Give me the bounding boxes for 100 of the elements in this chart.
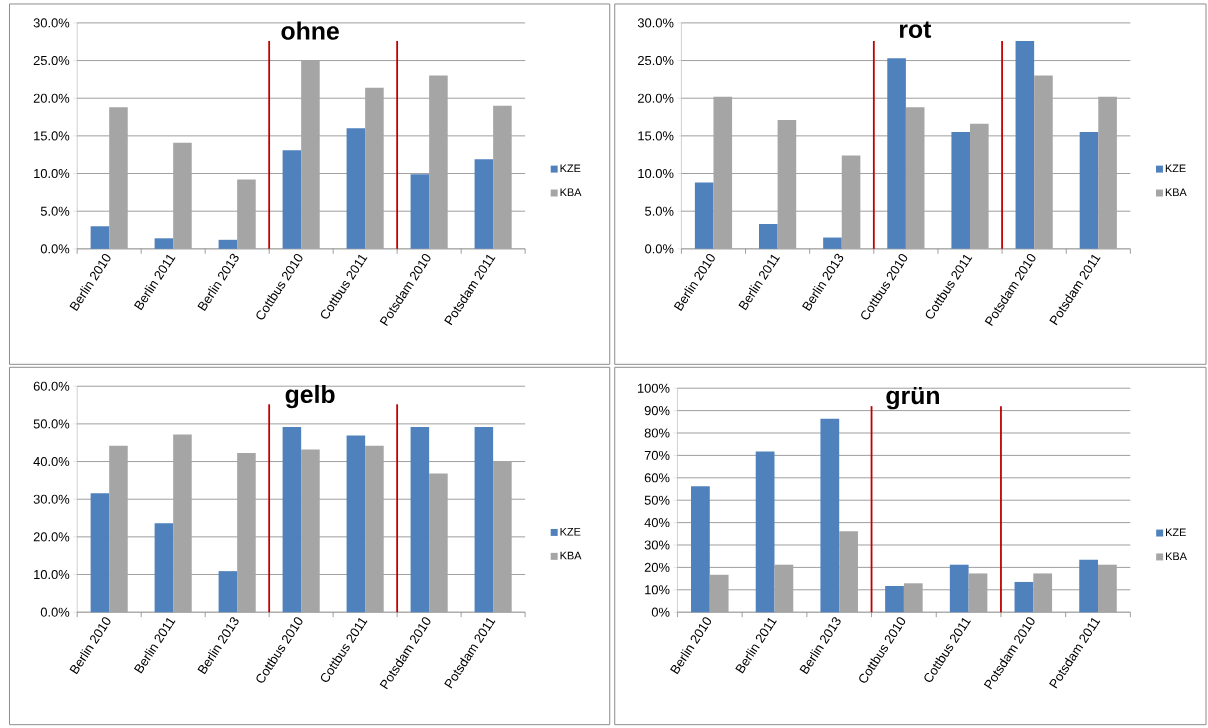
bar xyxy=(839,531,858,613)
bar xyxy=(365,87,384,250)
y-tick-label: 40.0% xyxy=(33,457,70,467)
y-tick-label: 30.0% xyxy=(637,18,674,28)
y-tick-label: 5.0% xyxy=(40,206,70,216)
bar xyxy=(1015,41,1035,250)
bar xyxy=(691,486,710,613)
bar xyxy=(493,105,512,250)
bar xyxy=(774,564,794,613)
y-tick-label: 50.0% xyxy=(33,419,70,429)
y-tick-label: 30.0% xyxy=(33,18,70,28)
legend-label: KBA xyxy=(1166,552,1187,561)
bar xyxy=(218,239,238,250)
legend-label: KZE xyxy=(1166,528,1186,537)
y-tick-label: 10.0% xyxy=(638,169,674,179)
bar xyxy=(823,237,842,250)
y-tick-label: 60% xyxy=(644,473,670,483)
y-tick-label: 40% xyxy=(644,518,670,528)
bar xyxy=(1079,132,1099,250)
y-tick-label: 0.0% xyxy=(40,607,70,617)
legend-label: KBA xyxy=(560,552,582,560)
bar xyxy=(1033,573,1053,613)
bar xyxy=(410,427,430,613)
bar xyxy=(90,493,110,613)
bar xyxy=(474,427,494,613)
bar xyxy=(1034,75,1053,250)
bar xyxy=(173,434,192,613)
chart-title: gelb xyxy=(285,385,335,409)
y-tick-label: 100% xyxy=(637,383,670,393)
bar xyxy=(1098,564,1117,613)
legend-label: KZE xyxy=(560,164,581,173)
bar xyxy=(410,174,430,250)
bar xyxy=(968,573,988,613)
bar xyxy=(346,128,366,250)
y-tick-label: 80% xyxy=(644,428,670,438)
y-tick-label: 10% xyxy=(645,585,670,595)
bar xyxy=(493,461,512,613)
y-tick-label: 20.0% xyxy=(638,93,674,103)
bar xyxy=(951,132,971,250)
y-tick-label: 30.0% xyxy=(33,494,70,504)
y-tick-label: 0.0% xyxy=(40,244,70,254)
bar xyxy=(709,574,729,613)
bar xyxy=(903,583,923,613)
y-tick-label: 5.0% xyxy=(645,206,674,216)
bar xyxy=(887,58,906,250)
bar xyxy=(1014,582,1034,613)
bar xyxy=(218,571,238,613)
bar xyxy=(970,123,989,250)
bar xyxy=(154,238,174,250)
bar xyxy=(109,445,128,613)
chart-title: rot xyxy=(899,21,932,39)
bar xyxy=(759,224,778,250)
chart-title: ohne xyxy=(281,21,339,40)
bar xyxy=(429,473,448,613)
legend-label: KBA xyxy=(1165,188,1187,197)
bar xyxy=(1079,559,1099,613)
y-tick-label: 10.0% xyxy=(34,570,70,580)
y-tick-label: 0.0% xyxy=(645,244,674,254)
legend-label: KZE xyxy=(1165,164,1186,173)
y-tick-label: 70% xyxy=(644,451,670,461)
y-tick-label: 20.0% xyxy=(33,93,70,103)
y-tick-label: 25.0% xyxy=(33,56,70,66)
bar xyxy=(282,150,302,250)
bar xyxy=(820,418,840,613)
bar xyxy=(237,453,256,613)
bar xyxy=(841,155,861,250)
y-tick-label: 30% xyxy=(644,540,670,550)
legend-label: KZE xyxy=(560,528,581,536)
bar xyxy=(365,445,384,613)
y-tick-label: 15.0% xyxy=(34,131,70,141)
y-tick-label: 20.0% xyxy=(33,532,70,542)
bar xyxy=(755,451,775,613)
bar xyxy=(301,449,320,613)
bar xyxy=(429,75,448,250)
bar xyxy=(1098,96,1117,250)
bar xyxy=(713,96,733,250)
y-tick-label: 0% xyxy=(651,607,670,617)
bar xyxy=(173,142,192,250)
bar xyxy=(885,586,904,613)
bar xyxy=(346,435,366,613)
bar xyxy=(949,564,969,613)
chart-title: grün xyxy=(886,387,939,410)
y-tick-label: 50% xyxy=(644,495,670,505)
y-tick-label: 25.0% xyxy=(638,56,674,66)
bar xyxy=(90,226,110,250)
legend-label: KBA xyxy=(560,188,582,197)
y-tick-label: 10.0% xyxy=(34,169,70,179)
bar xyxy=(237,179,256,250)
bar xyxy=(694,182,714,250)
bar xyxy=(301,60,320,250)
bar xyxy=(109,107,128,250)
bar xyxy=(474,159,494,250)
bar xyxy=(282,427,302,613)
bar xyxy=(154,523,174,613)
y-tick-label: 20% xyxy=(644,563,670,573)
y-tick-label: 90% xyxy=(644,406,670,416)
y-tick-label: 60.0% xyxy=(33,381,70,391)
y-tick-label: 15.0% xyxy=(638,131,674,141)
bar xyxy=(905,107,925,250)
bar xyxy=(777,120,797,250)
